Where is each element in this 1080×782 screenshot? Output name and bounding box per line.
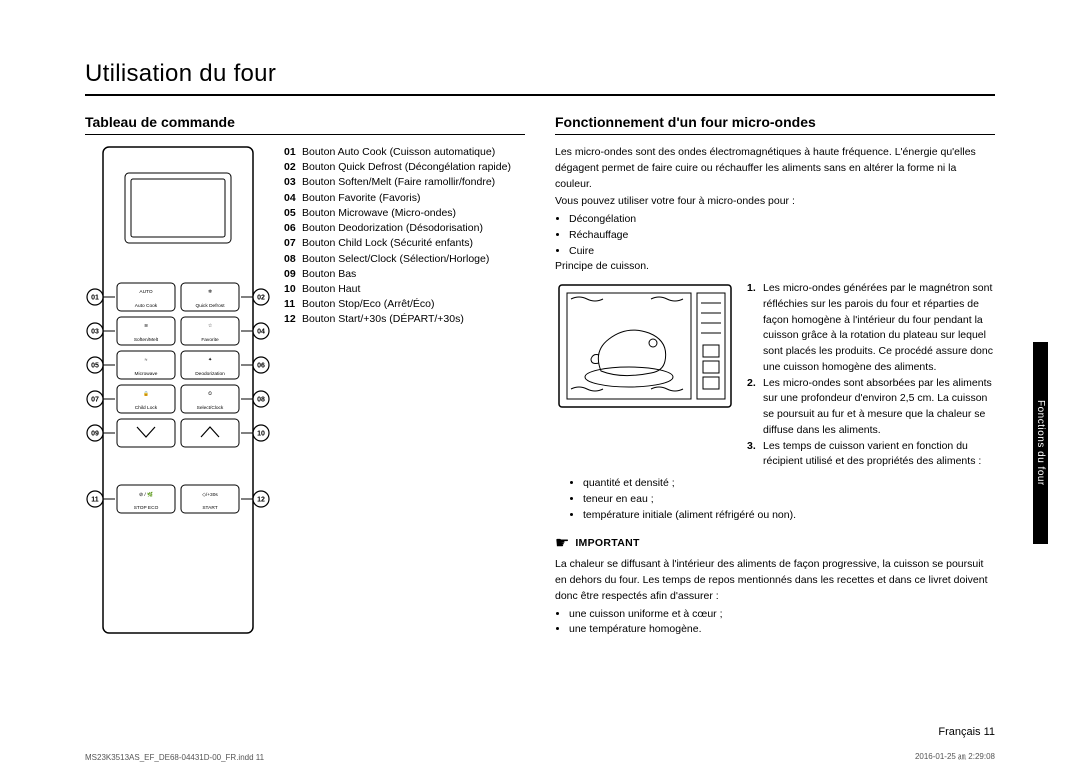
- important-bullets: une cuisson uniforme et à cœur ;une temp…: [569, 607, 995, 639]
- sub-rule-left: [85, 134, 525, 135]
- svg-text:Auto Cook: Auto Cook: [135, 303, 158, 309]
- footer-indd: MS23K3513AS_EF_DE68-04431D-00_FR.indd 11: [85, 753, 264, 762]
- svg-text:06: 06: [257, 363, 265, 370]
- svg-text:✦: ✦: [208, 357, 212, 363]
- principle-item: 1.Les micro-ondes générées par le magnét…: [747, 281, 995, 376]
- control-panel-diagram: AUTO Auto Cook ❄ Quick Defrost ≋ Soften/Mel…: [85, 145, 270, 635]
- svg-text:Quick Defrost: Quick Defrost: [195, 303, 225, 309]
- svg-text:09: 09: [91, 431, 99, 438]
- legend-row: 10Bouton Haut: [284, 282, 525, 297]
- svg-text:STOP ECO: STOP ECO: [134, 505, 159, 511]
- list-item: Cuire: [569, 244, 995, 260]
- svg-text:≋: ≋: [144, 323, 148, 329]
- svg-text:03: 03: [91, 329, 99, 336]
- list-item: température initiale (aliment réfrigéré …: [583, 508, 995, 524]
- legend-row: 09Bouton Bas: [284, 267, 525, 282]
- uses-list: DécongélationRéchauffageCuire: [569, 212, 995, 259]
- svg-text:07: 07: [91, 397, 99, 404]
- legend-row: 05Bouton Microwave (Micro-ondes): [284, 206, 525, 221]
- important-text: La chaleur se diffusant à l'intérieur de…: [555, 557, 995, 604]
- important-label: IMPORTANT: [575, 537, 639, 549]
- principle-item: 3.Les temps de cuisson varient en foncti…: [747, 439, 995, 471]
- list-item: une cuisson uniforme et à cœur ;: [569, 607, 995, 623]
- svg-text:02: 02: [257, 295, 265, 302]
- svg-text:☆: ☆: [208, 323, 213, 329]
- principle-item: 2.Les micro-ondes sont absorbées par les…: [747, 376, 995, 439]
- legend-row: 02Bouton Quick Defrost (Décongélation ra…: [284, 160, 525, 175]
- intro-text: Les micro-ondes sont des ondes électroma…: [555, 145, 995, 192]
- svg-text:⏲: ⏲: [208, 391, 212, 397]
- uses-label: Vous pouvez utiliser votre four à micro-…: [555, 194, 995, 210]
- legend-row: 04Bouton Favorite (Favoris): [284, 191, 525, 206]
- legend-row: 11Bouton Stop/Eco (Arrêt/Éco): [284, 297, 525, 312]
- svg-text:🔒: 🔒: [143, 390, 149, 397]
- page-title: Utilisation du four: [85, 60, 995, 88]
- title-rule: [85, 94, 995, 96]
- svg-text:08: 08: [257, 397, 265, 404]
- legend-row: 01Bouton Auto Cook (Cuisson automatique): [284, 145, 525, 160]
- svg-text:AUTO: AUTO: [139, 289, 153, 295]
- svg-text:05: 05: [91, 363, 99, 370]
- svg-text:Favorite: Favorite: [201, 337, 219, 343]
- footer-language: Français 11: [938, 726, 995, 738]
- legend-row: 07Bouton Child Lock (Sécurité enfants): [284, 236, 525, 251]
- list-item: Décongélation: [569, 212, 995, 228]
- list-item: teneur en eau ;: [583, 492, 995, 508]
- legend-row: 03Bouton Soften/Melt (Faire ramollir/fon…: [284, 175, 525, 190]
- oven-diagram: [555, 281, 735, 470]
- list-item: une température homogène.: [569, 622, 995, 638]
- sub-rule-right: [555, 134, 995, 135]
- svg-text:≈: ≈: [145, 358, 148, 363]
- svg-text:11: 11: [91, 497, 99, 504]
- column-left: Tableau de commande: [85, 114, 525, 638]
- svg-text:START: START: [202, 505, 217, 511]
- svg-text:Soften/Melt: Soften/Melt: [134, 337, 159, 343]
- svg-text:◇/+30s: ◇/+30s: [202, 492, 218, 498]
- svg-text:Microwave: Microwave: [135, 371, 158, 377]
- svg-text:Child Lock: Child Lock: [135, 405, 158, 411]
- legend-row: 06Bouton Deodorization (Désodorisation): [284, 221, 525, 236]
- svg-text:12: 12: [257, 497, 265, 504]
- subhead-left: Tableau de commande: [85, 114, 525, 130]
- subhead-right: Fonctionnement d'un four micro-ondes: [555, 114, 995, 130]
- svg-text:⊘ / 🌿: ⊘ / 🌿: [139, 491, 153, 498]
- list-item: quantité et densité ;: [583, 476, 995, 492]
- principles-list: 1.Les micro-ondes générées par le magnét…: [747, 281, 995, 470]
- principle-sub-bullets: quantité et densité ;teneur en eau ;temp…: [583, 476, 995, 523]
- principle-label: Principe de cuisson.: [555, 259, 995, 275]
- svg-text:10: 10: [257, 431, 265, 438]
- column-right: Fonctionnement d'un four micro-ondes Les…: [555, 114, 995, 638]
- svg-text:01: 01: [91, 295, 99, 302]
- svg-text:Select/Clock: Select/Clock: [197, 405, 224, 411]
- list-item: Réchauffage: [569, 228, 995, 244]
- svg-text:04: 04: [257, 329, 265, 336]
- svg-text:Deodorization: Deodorization: [195, 371, 225, 377]
- footer-date: 2016-01-25 ㏂ 2:29:08: [915, 751, 995, 762]
- svg-text:❄: ❄: [208, 289, 212, 295]
- panel-legend: 01Bouton Auto Cook (Cuisson automatique)…: [284, 145, 525, 635]
- pointer-icon: ☛: [555, 533, 569, 553]
- section-tab: Fonctions du four: [1033, 342, 1048, 544]
- legend-row: 08Bouton Select/Clock (Sélection/Horloge…: [284, 252, 525, 267]
- legend-row: 12Bouton Start/+30s (DÉPART/+30s): [284, 312, 525, 327]
